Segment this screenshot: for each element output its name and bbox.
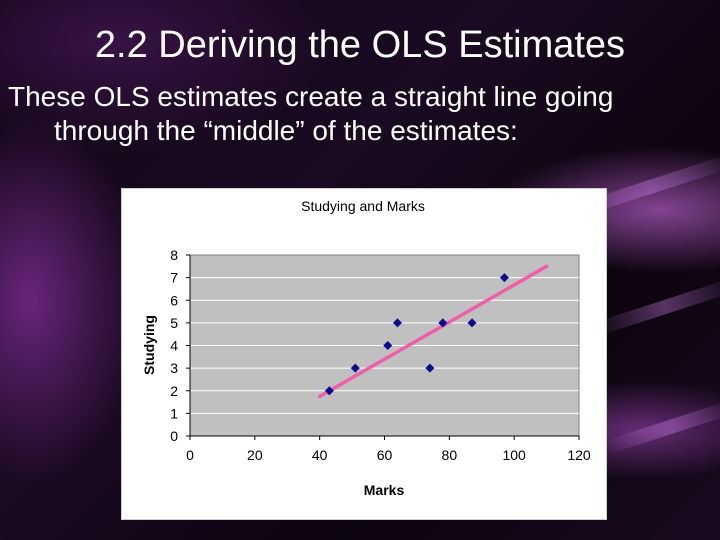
slide-title: 2.2 Deriving the OLS Estimates	[94, 24, 626, 66]
data-point	[499, 273, 509, 283]
slide-body-text: These OLS estimates create a straight li…	[8, 80, 714, 148]
data-point	[383, 341, 393, 350]
body-line-1: These OLS estimates create a straight li…	[8, 81, 614, 112]
y-tick-label: 4	[170, 338, 178, 354]
data-point	[438, 318, 448, 328]
y-tick-label: 1	[170, 405, 178, 421]
data-point	[324, 386, 334, 396]
y-axis-ticks: 0 1 2 3 4 5 6 7 8	[170, 247, 191, 444]
y-tick-label: 6	[170, 292, 178, 308]
background-streak	[601, 398, 720, 456]
background-streak	[591, 277, 720, 337]
data-point	[467, 318, 477, 328]
x-tick-label: 100	[502, 447, 526, 463]
data-point	[425, 363, 435, 373]
data-point	[392, 318, 402, 328]
x-tick-label: 80	[442, 447, 458, 463]
body-line-2: through the “middle” of the estimates:	[54, 115, 518, 146]
x-axis-label: Marks	[364, 482, 405, 498]
x-tick-label: 60	[377, 447, 393, 463]
scatter-chart: Studying and Marks 0 1 2 3 4 5 6 7 8 0 20 40 60 80 10…	[141, 198, 591, 498]
y-tick-label: 8	[170, 247, 178, 263]
x-axis-ticks: 0 20 40 60 80 100 120	[186, 435, 591, 463]
y-tick-label: 2	[170, 383, 178, 399]
x-tick-label: 0	[186, 447, 194, 463]
data-points	[324, 273, 509, 396]
chart-container: Studying and Marks 0 1 2 3 4 5 6 7 8 0 20 40 60 80 10…	[121, 188, 607, 520]
x-tick-label: 20	[247, 447, 263, 463]
y-tick-label: 3	[170, 360, 178, 376]
data-point	[350, 363, 360, 373]
x-tick-label: 120	[567, 447, 591, 463]
chart-title: Studying and Marks	[301, 198, 425, 214]
y-axis-label: Studying	[141, 315, 157, 375]
fit-line-group	[317, 264, 549, 399]
y-tick-label: 7	[170, 270, 178, 286]
ols-fit-line	[317, 264, 549, 399]
y-tick-label: 0	[170, 428, 178, 444]
gridlines	[190, 277, 579, 414]
x-tick-label: 40	[312, 447, 328, 463]
y-tick-label: 5	[170, 315, 178, 331]
